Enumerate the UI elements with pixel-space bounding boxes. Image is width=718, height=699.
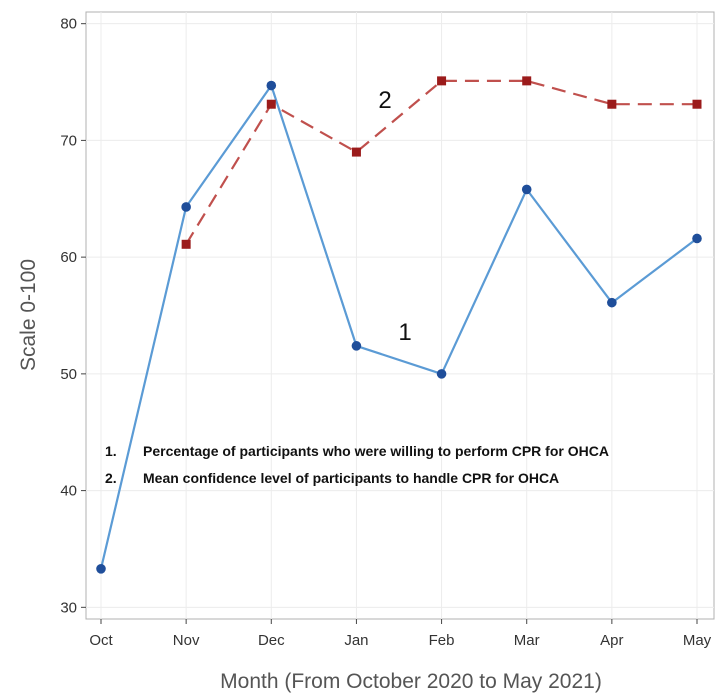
series-1-tag: 1 <box>398 319 411 346</box>
y-tick-label: 70 <box>60 132 77 149</box>
series-2-tag: 2 <box>378 87 391 114</box>
legend: 1. Percentage of participants who were w… <box>105 443 609 486</box>
series-1-point <box>351 341 362 351</box>
x-tick-label: Jan <box>344 632 368 649</box>
x-tick-label: Feb <box>429 632 455 649</box>
plot-border <box>85 11 715 620</box>
y-tick-label: 40 <box>60 483 77 500</box>
x-tick-label: Oct <box>89 632 113 649</box>
series-1 <box>96 80 702 574</box>
legend-item-2-number: 2. <box>105 470 117 486</box>
x-tick-label: Apr <box>600 632 623 649</box>
series-2-point <box>351 147 361 157</box>
x-tick-label: May <box>683 632 712 649</box>
y-axis-label: Scale 0-100 <box>17 259 40 371</box>
y-tick-label: 30 <box>60 599 77 616</box>
series-1-point <box>181 202 191 212</box>
series-2-point <box>692 99 702 109</box>
x-axis-label: Month (From October 2020 to May 2021) <box>220 670 602 693</box>
series-2-point <box>181 239 191 249</box>
series-layer <box>96 76 702 574</box>
series-1-point <box>607 297 617 308</box>
y-tick-label: 50 <box>60 366 77 383</box>
plot-area <box>85 11 715 620</box>
gridlines <box>86 12 714 619</box>
series-1-line <box>99 84 698 570</box>
legend-item-2-text: Mean confidence level of participants to… <box>143 470 559 486</box>
series-2-point <box>522 76 532 86</box>
series-2 <box>181 76 702 249</box>
series-2-point <box>266 99 276 109</box>
series-2-point <box>437 76 447 86</box>
series-1-point <box>266 80 277 91</box>
x-tick-label: Dec <box>258 632 285 649</box>
legend-item-1-number: 1. <box>105 443 117 459</box>
series-1-point <box>96 564 106 574</box>
y-tick-label: 80 <box>60 16 77 33</box>
x-tick-label: Nov <box>173 632 200 649</box>
x-tick-label: Mar <box>514 632 540 649</box>
series-1-point <box>521 184 532 195</box>
series-2-point <box>607 99 617 109</box>
series-1-point <box>436 369 447 379</box>
legend-item-1-text: Percentage of participants who were will… <box>143 443 609 459</box>
x-axis: Oct Nov Dec Jan Feb Mar Apr May <box>89 619 712 649</box>
y-tick-label: 60 <box>60 249 77 266</box>
y-axis: 30 40 50 60 70 80 <box>60 16 86 616</box>
series-1-point <box>692 233 702 244</box>
